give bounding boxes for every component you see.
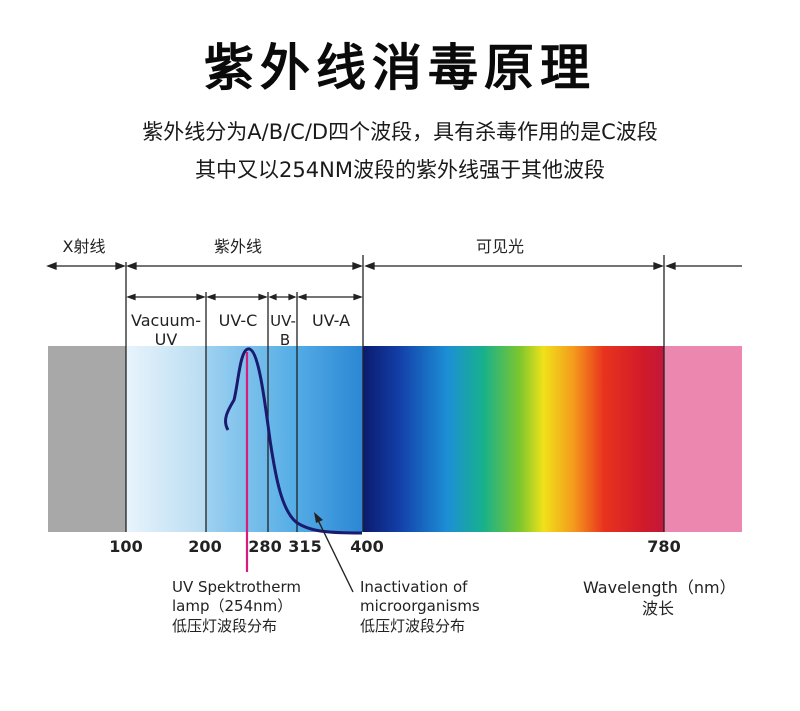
tick-780: 780 [647, 537, 680, 556]
band-arrows [126, 293, 363, 301]
tick-315: 315 [288, 537, 321, 556]
band-label-uv-a: UV-A [312, 311, 350, 330]
inactivation-annotation-line1: Inactivation of [360, 578, 468, 596]
band-label-vacuum-uv-line2: UV [155, 330, 178, 349]
boundary-lines [125, 255, 665, 532]
tick-280: 280 [248, 537, 281, 556]
subtitle-line-1: 紫外线分为A/B/C/D四个波段，具有杀毒作用的是C波段 [142, 120, 658, 144]
band-label-uv-b-line2: B [280, 331, 290, 349]
band-label-uv-b-line1: UV- [270, 312, 296, 330]
band-label-vacuum-uv-line1: Vacuum- [131, 311, 201, 330]
wavelength-label: Wavelength（nm） [583, 578, 736, 597]
infrared-band [664, 346, 742, 532]
inactivation-annotation-line2: microorganisms [360, 597, 480, 615]
band-label-uv-c: UV-C [219, 311, 258, 330]
inactivation-curve [224, 347, 363, 535]
tick-200: 200 [188, 537, 221, 556]
vacuum-uv-band [126, 346, 206, 532]
region-arrows [46, 262, 742, 270]
region-label-xray: X射线 [63, 237, 106, 256]
tick-100: 100 [109, 537, 142, 556]
lamp-annotation-line1: UV Spektrotherm [172, 578, 301, 596]
tick-400: 400 [350, 537, 383, 556]
xray-band [48, 346, 126, 532]
inactivation-pointer-head [314, 512, 323, 523]
lamp-annotation-line2: lamp（254nm） [172, 597, 292, 615]
lamp-annotation-line3: 低压灯波段分布 [172, 617, 277, 635]
region-label-uv: 紫外线 [214, 237, 262, 256]
visible-band [363, 346, 664, 532]
subtitle-line-2: 其中又以254NM波段的紫外线强于其他波段 [195, 158, 605, 182]
region-label-visible: 可见光 [476, 237, 524, 256]
wavelength-label-cn: 波长 [642, 599, 674, 618]
inactivation-annotation-line3: 低压灯波段分布 [360, 617, 465, 635]
axis-ticks: 100 200 280 315 400 780 [109, 537, 680, 556]
page-title: 紫外线消毒原理 [204, 39, 596, 97]
inactivation-pointer [317, 519, 354, 593]
